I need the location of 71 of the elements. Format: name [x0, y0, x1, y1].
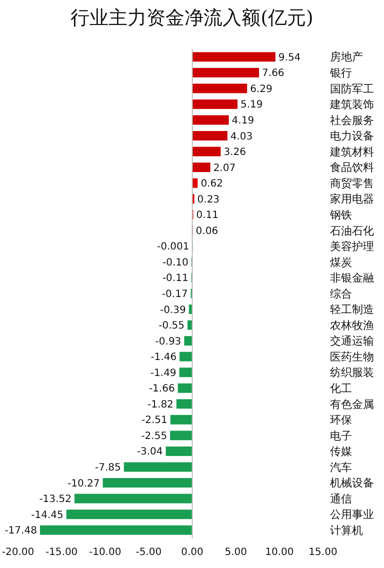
- y-tick-label: 电子: [330, 429, 352, 442]
- chart-title: 行业主力资金净流入额(亿元): [70, 7, 314, 29]
- data-label: -0.001: [157, 242, 190, 253]
- data-label: 0.06: [196, 226, 218, 237]
- y-tick-label: 机械设备: [330, 476, 374, 490]
- data-label: 2.07: [213, 162, 236, 174]
- data-label: -1.82: [148, 399, 174, 410]
- data-label: -0.11: [162, 273, 188, 284]
- data-label: 6.29: [250, 84, 272, 95]
- y-tick-label: 房地产: [330, 50, 363, 64]
- y-tick-label: 非银金融: [330, 272, 374, 285]
- y-tick-label: 有色金属: [330, 398, 374, 411]
- data-label: -0.55: [158, 320, 184, 332]
- y-tick-label: 环保: [330, 414, 352, 427]
- data-label: -3.04: [136, 446, 163, 458]
- data-label: 7.66: [262, 68, 284, 80]
- x-tick-label: -10.00: [89, 547, 122, 558]
- y-tick-label: 计算机: [330, 524, 363, 537]
- data-label: -17.48: [4, 526, 37, 537]
- y-tick-label: 传媒: [330, 445, 352, 458]
- data-label: -0.10: [162, 257, 188, 268]
- y-tick-label: 电力设备: [330, 130, 374, 143]
- data-label: -0.93: [155, 336, 182, 348]
- data-label: -0.39: [160, 304, 186, 316]
- y-tick-label: 商贸零售: [330, 176, 374, 190]
- y-tick-label: 钢铁: [329, 208, 352, 222]
- data-label: -1.49: [150, 368, 176, 379]
- y-tick-label: 化工: [330, 382, 352, 395]
- data-label: 0.62: [200, 178, 223, 190]
- data-label: 0.11: [196, 210, 219, 222]
- y-tick-label: 医药生物: [330, 350, 374, 364]
- data-label: -13.52: [39, 494, 72, 506]
- data-label: -2.55: [141, 430, 168, 442]
- y-tick-label: 农林牧渔: [330, 318, 374, 332]
- y-tick-label: 建筑装饰: [329, 98, 374, 112]
- x-tick-label: 15.00: [308, 547, 338, 558]
- y-tick-label: 交通运输: [330, 334, 374, 348]
- data-label: -7.85: [95, 462, 121, 474]
- x-tick-label: 5.00: [224, 547, 247, 558]
- data-label: -10.27: [68, 478, 100, 490]
- y-tick-label: 纺织服装: [330, 366, 374, 380]
- data-label: 4.19: [232, 115, 254, 126]
- data-label: -14.45: [31, 510, 64, 521]
- y-tick-label: 石油石化: [330, 224, 374, 238]
- y-tick-label: 家用电器: [330, 192, 374, 206]
- data-label: 0.23: [197, 194, 220, 206]
- data-label: -2.51: [142, 415, 168, 426]
- y-tick-label: 美容护理: [330, 240, 374, 254]
- x-tick-label: -20.00: [2, 547, 34, 558]
- y-tick-label: 国防军工: [330, 82, 374, 96]
- y-tick-label: 综合: [330, 287, 352, 300]
- data-label: 5.19: [240, 100, 263, 111]
- y-tick-label: 公用事业: [330, 508, 374, 522]
- data-label: -1.46: [150, 352, 177, 364]
- x-tick-label: 0.00: [181, 547, 204, 558]
- y-tick-label: 轻工制造: [330, 303, 374, 316]
- y-tick-label: 汽车: [330, 460, 352, 474]
- y-tick-label: 社会服务: [330, 114, 374, 127]
- x-tick-label: -5.00: [136, 547, 162, 558]
- y-tick-label: 建筑材料: [329, 145, 374, 158]
- x-tick-label: 10.00: [265, 547, 294, 558]
- y-tick-label: 煤炭: [330, 256, 352, 269]
- data-label: 9.54: [278, 52, 301, 64]
- data-label: 4.03: [230, 131, 253, 142]
- y-tick-label: 银行: [329, 66, 352, 80]
- y-tick-label: 食品饮料: [330, 161, 374, 174]
- data-label: 3.26: [224, 147, 246, 158]
- x-tick-label: -15.00: [45, 547, 78, 558]
- data-label: -1.66: [148, 384, 175, 395]
- y-tick-label: 通信: [330, 492, 352, 506]
- data-label: -0.17: [162, 289, 188, 300]
